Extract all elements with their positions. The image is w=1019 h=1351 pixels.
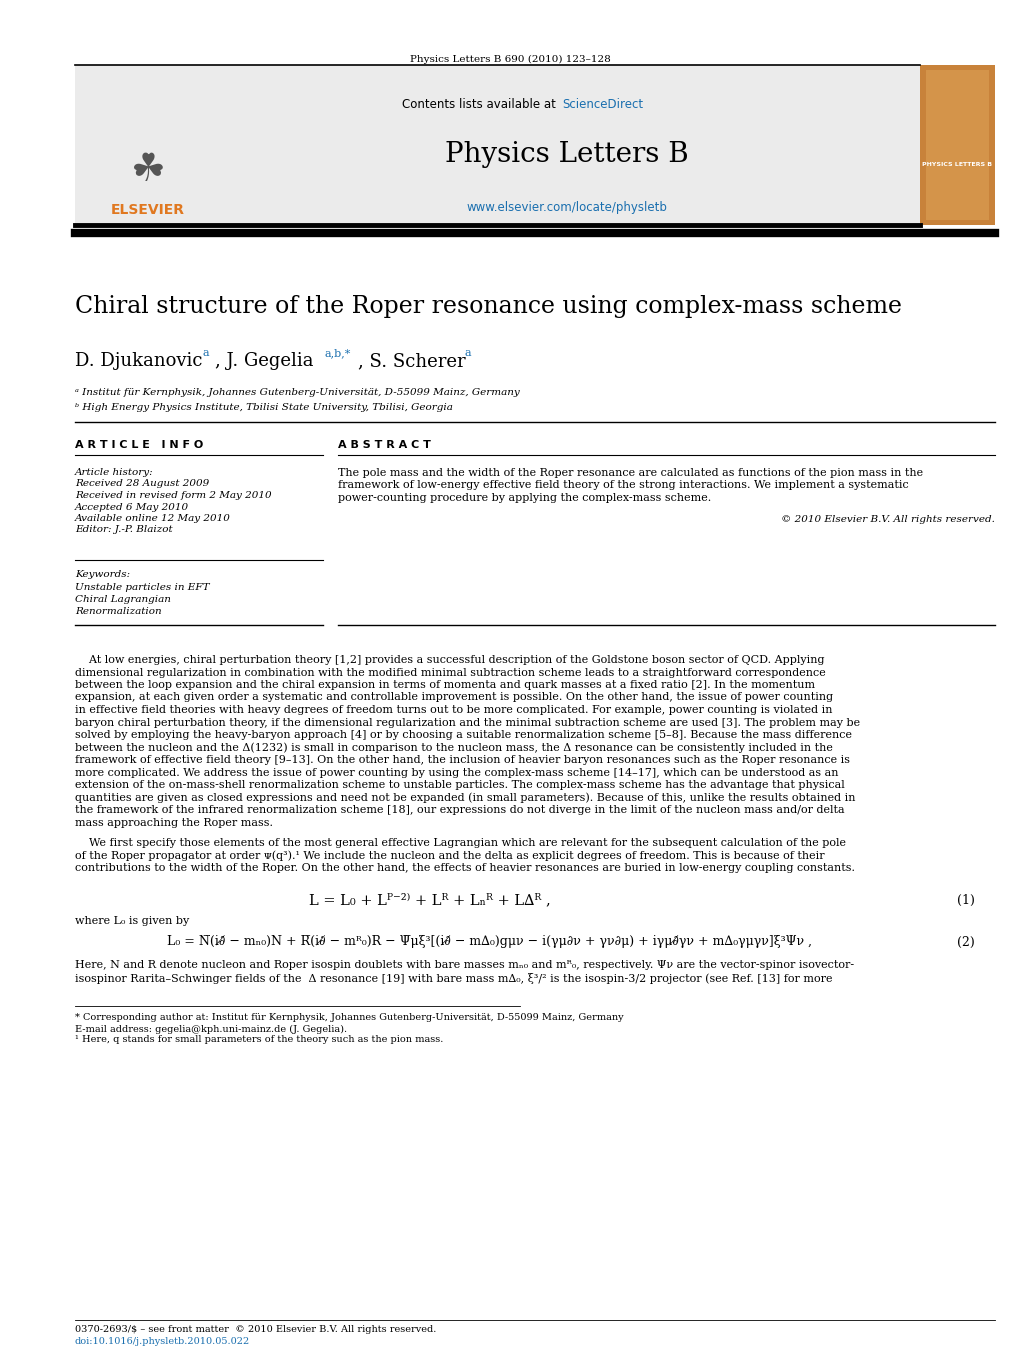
Text: expansion, at each given order a systematic and controllable improvement is poss: expansion, at each given order a systema… <box>75 693 833 703</box>
Text: baryon chiral perturbation theory, if the dimensional regularization and the min: baryon chiral perturbation theory, if th… <box>75 717 859 727</box>
Text: doi:10.1016/j.physletb.2010.05.022: doi:10.1016/j.physletb.2010.05.022 <box>75 1337 250 1346</box>
Text: Physics Letters B 690 (2010) 123–128: Physics Letters B 690 (2010) 123–128 <box>410 55 609 63</box>
Text: Available online 12 May 2010: Available online 12 May 2010 <box>75 513 230 523</box>
Text: ELSEVIER: ELSEVIER <box>111 203 184 218</box>
Text: quantities are given as closed expressions and need not be expanded (in small pa: quantities are given as closed expressio… <box>75 793 855 802</box>
Text: Article history:: Article history: <box>75 467 154 477</box>
Text: contributions to the width of the Roper. On the other hand, the effects of heavi: contributions to the width of the Roper.… <box>75 863 854 873</box>
Text: Chiral structure of the Roper resonance using complex-mass scheme: Chiral structure of the Roper resonance … <box>75 295 901 317</box>
Text: D. Djukanovic: D. Djukanovic <box>75 353 203 370</box>
Text: where L₀ is given by: where L₀ is given by <box>75 916 190 925</box>
Text: Editor: J.-P. Blaizot: Editor: J.-P. Blaizot <box>75 526 172 535</box>
Text: Received in revised form 2 May 2010: Received in revised form 2 May 2010 <box>75 490 271 500</box>
Text: ¹ Here, q stands for small parameters of the theory such as the pion mass.: ¹ Here, q stands for small parameters of… <box>75 1035 443 1044</box>
Text: Chiral Lagrangian: Chiral Lagrangian <box>75 594 171 604</box>
Text: Contents lists available at: Contents lists available at <box>401 99 559 112</box>
Text: 0370-2693/$ – see front matter  © 2010 Elsevier B.V. All rights reserved.: 0370-2693/$ – see front matter © 2010 El… <box>75 1325 436 1333</box>
Text: © 2010 Elsevier B.V. All rights reserved.: © 2010 Elsevier B.V. All rights reserved… <box>781 515 994 524</box>
Text: the framework of the infrared renormalization scheme [18], our expressions do no: the framework of the infrared renormaliz… <box>75 805 844 815</box>
Text: www.elsevier.com/locate/physletb: www.elsevier.com/locate/physletb <box>466 200 666 213</box>
Text: between the loop expansion and the chiral expansion in terms of momenta and quar: between the loop expansion and the chira… <box>75 680 814 690</box>
Text: extension of the on-mass-shell renormalization scheme to unstable particles. The: extension of the on-mass-shell renormali… <box>75 780 844 790</box>
Text: , J. Gegelia: , J. Gegelia <box>215 353 313 370</box>
Text: between the nucleon and the Δ(1232) is small in comparison to the nucleon mass, : between the nucleon and the Δ(1232) is s… <box>75 743 833 753</box>
Text: L₀ = N̅(i∂̸ − mₙ₀)N + R̅(i∂̸ − mᴿ₀)R − Ψ̅μξ³[(i∂̸ − m∆₀)gμν − i(γμ∂ν + γν∂μ) + i: L₀ = N̅(i∂̸ − mₙ₀)N + R̅(i∂̸ − mᴿ₀)R − Ψ… <box>167 935 812 948</box>
Text: ᵇ High Energy Physics Institute, Tbilisi State University, Tbilisi, Georgia: ᵇ High Energy Physics Institute, Tbilisi… <box>75 403 452 412</box>
Text: power-counting procedure by applying the complex-mass scheme.: power-counting procedure by applying the… <box>337 493 710 503</box>
Text: L = L₀ + Lᴾ⁻²⁾ + Lᴿ + Lₙᴿ + L∆ᴿ ,: L = L₀ + Lᴾ⁻²⁾ + Lᴿ + Lₙᴿ + L∆ᴿ , <box>309 893 550 908</box>
Text: ScienceDirect: ScienceDirect <box>561 99 643 112</box>
Text: The pole mass and the width of the Roper resonance are calculated as functions o: The pole mass and the width of the Roper… <box>337 467 922 478</box>
Text: ☘: ☘ <box>130 151 165 189</box>
Text: E-mail address: gegelia@kph.uni-mainz.de (J. Gegelia).: E-mail address: gegelia@kph.uni-mainz.de… <box>75 1024 346 1034</box>
Text: in effective field theories with heavy degrees of freedom turns out to be more c: in effective field theories with heavy d… <box>75 705 832 715</box>
Text: framework of effective field theory [9–13]. On the other hand, the inclusion of : framework of effective field theory [9–1… <box>75 755 849 765</box>
Text: isospinor Rarita–Schwinger fields of the  Δ resonance [19] with bare mass m∆₀, ξ: isospinor Rarita–Schwinger fields of the… <box>75 973 832 984</box>
Text: Keywords:: Keywords: <box>75 570 130 580</box>
Text: Here, N and R denote nucleon and Roper isospin doublets with bare masses mₙ₀ and: Here, N and R denote nucleon and Roper i… <box>75 961 853 970</box>
Text: A B S T R A C T: A B S T R A C T <box>337 440 430 450</box>
Text: (2): (2) <box>956 935 974 948</box>
Text: Unstable particles in EFT: Unstable particles in EFT <box>75 584 209 592</box>
Text: mass approaching the Roper mass.: mass approaching the Roper mass. <box>75 817 273 828</box>
Text: Accepted 6 May 2010: Accepted 6 May 2010 <box>75 503 189 512</box>
Text: * Corresponding author at: Institut für Kernphysik, Johannes Gutenberg-Universit: * Corresponding author at: Institut für … <box>75 1013 623 1023</box>
Text: , S. Scherer: , S. Scherer <box>358 353 465 370</box>
Text: dimensional regularization in combination with the modified minimal subtraction : dimensional regularization in combinatio… <box>75 667 825 677</box>
Text: We first specify those elements of the most general effective Lagrangian which a: We first specify those elements of the m… <box>75 838 845 848</box>
Text: more complicated. We address the issue of power counting by using the complex-ma: more complicated. We address the issue o… <box>75 767 838 777</box>
Text: Received 28 August 2009: Received 28 August 2009 <box>75 480 209 489</box>
Text: framework of low-energy effective field theory of the strong interactions. We im: framework of low-energy effective field … <box>337 481 908 490</box>
Text: Renormalization: Renormalization <box>75 607 161 616</box>
Text: a: a <box>465 349 471 358</box>
Text: Physics Letters B: Physics Letters B <box>444 142 688 169</box>
Text: a,b,*: a,b,* <box>325 349 351 358</box>
Text: PHYSICS LETTERS B: PHYSICS LETTERS B <box>921 162 991 168</box>
Text: A R T I C L E   I N F O: A R T I C L E I N F O <box>75 440 203 450</box>
Text: a: a <box>203 349 210 358</box>
Text: solved by employing the heavy-baryon approach [4] or by choosing a suitable reno: solved by employing the heavy-baryon app… <box>75 730 851 740</box>
Bar <box>925 70 988 220</box>
Bar <box>919 65 994 226</box>
Text: ᵃ Institut für Kernphysik, Johannes Gutenberg-Universität, D-55099 Mainz, German: ᵃ Institut für Kernphysik, Johannes Gute… <box>75 388 520 397</box>
Bar <box>75 65 919 226</box>
Text: (1): (1) <box>956 893 974 907</box>
Text: At low energies, chiral perturbation theory [1,2] provides a successful descript: At low energies, chiral perturbation the… <box>75 655 823 665</box>
Text: of the Roper propagator at order ᴪ(q³).¹ We include the nucleon and the delta as: of the Roper propagator at order ᴪ(q³).¹… <box>75 851 823 861</box>
